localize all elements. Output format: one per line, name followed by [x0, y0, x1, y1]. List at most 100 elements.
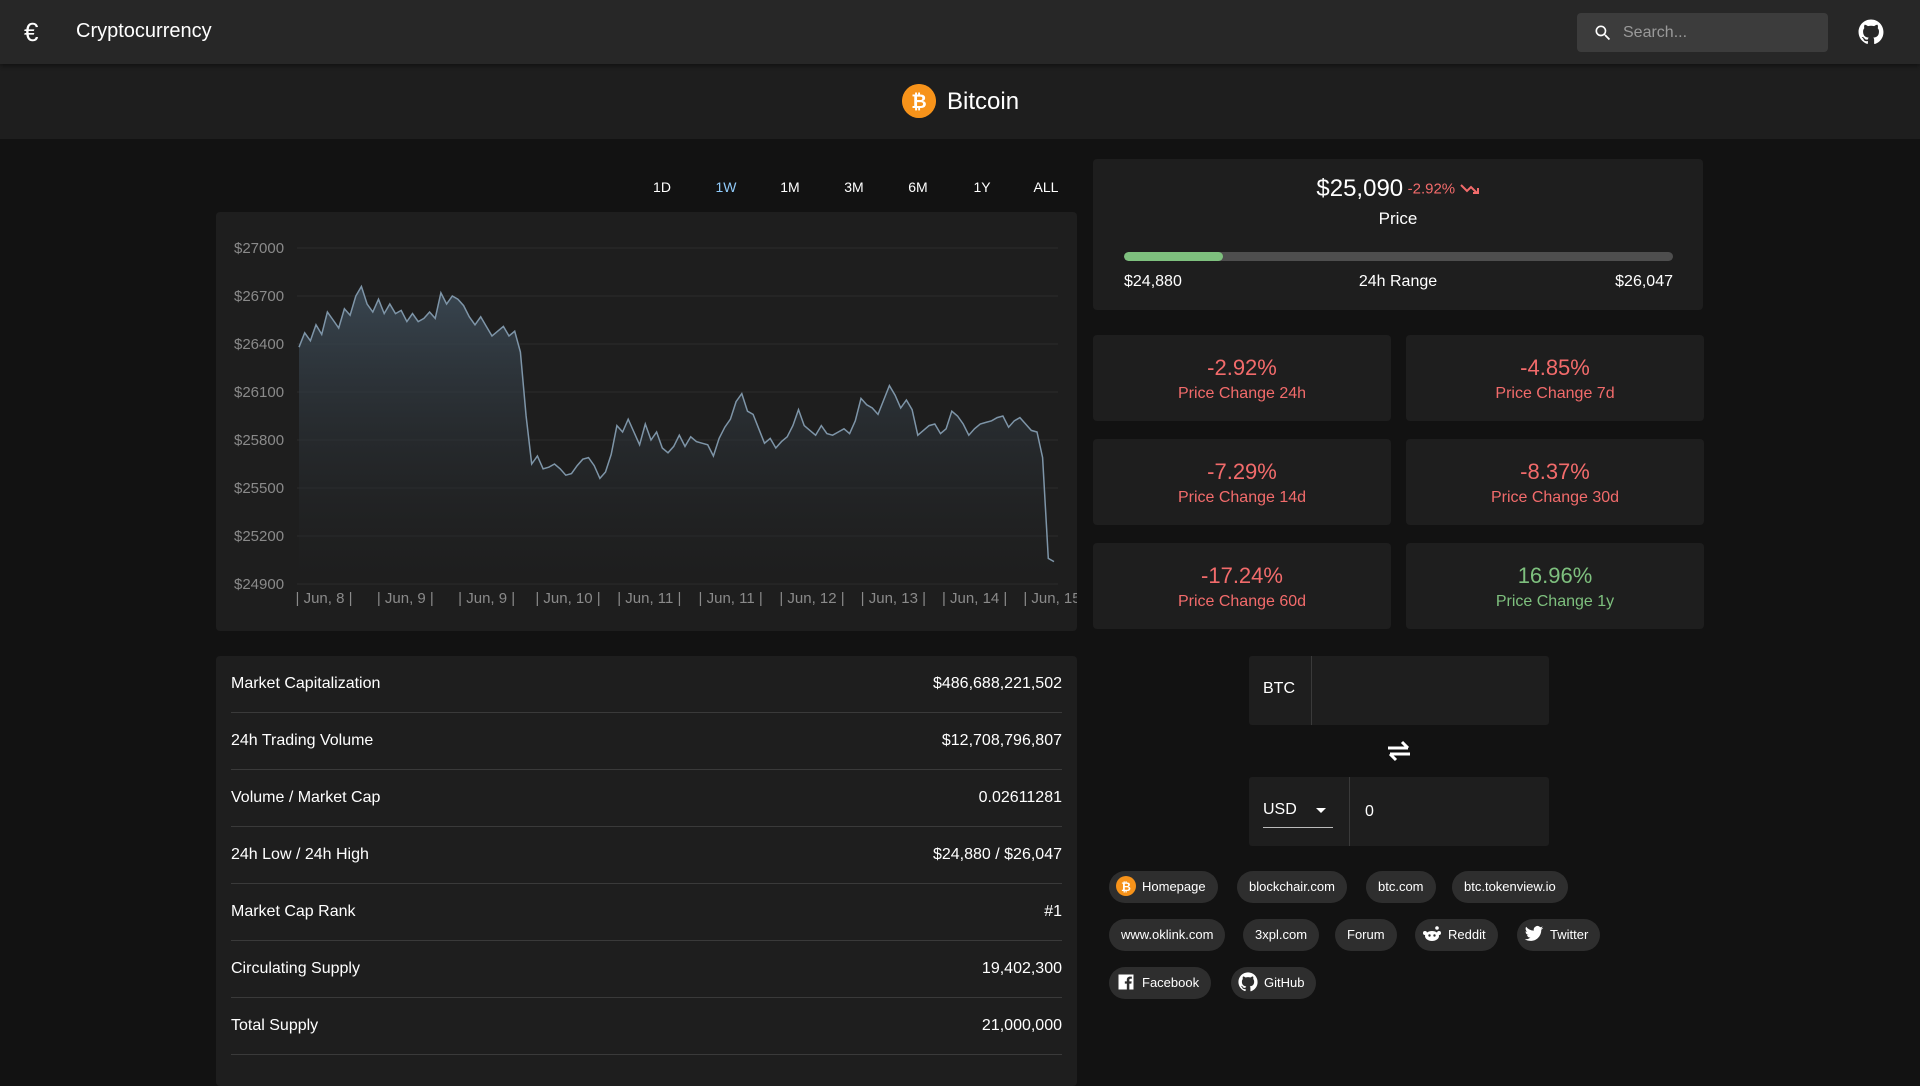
link-label: btc.com — [1378, 879, 1424, 894]
euro-icon[interactable]: € — [24, 17, 39, 47]
link-blockchair[interactable]: blockchair.com — [1237, 871, 1347, 903]
svg-text:₿: ₿ — [1121, 880, 1131, 894]
converter-to: USD — [1249, 777, 1549, 846]
change-label: Price Change 14d — [1177, 489, 1307, 506]
stat-label: Total Supply — [231, 1017, 319, 1034]
change-value: -7.29% — [1207, 459, 1277, 484]
x-tick-label: | Jun, 12 | — [779, 590, 844, 607]
stat-value: 0.02611281 — [978, 789, 1062, 806]
currency-select[interactable]: USD — [1249, 777, 1349, 846]
change-card-24h: -2.92% Price Change 24h — [1093, 335, 1391, 421]
y-tick-label: $27000 — [234, 240, 284, 257]
table-row: Total Supply 21,000,000 — [231, 998, 1062, 1055]
range-button-1y[interactable]: 1Y — [973, 179, 991, 195]
change-card-14d: -7.29% Price Change 14d — [1093, 439, 1391, 525]
stat-value: $24,880 / $26,047 — [932, 846, 1062, 863]
table-row: Market Cap Rank #1 — [231, 884, 1062, 941]
table-row: Market Capitalization $486,688,221,502 — [231, 656, 1062, 713]
link-forum[interactable]: Forum — [1335, 919, 1397, 951]
y-tick-label: $24900 — [234, 576, 284, 593]
table-row: 24h Trading Volume $12,708,796,807 — [231, 713, 1062, 770]
change-value: -2.92% — [1207, 355, 1277, 380]
divider — [1311, 656, 1312, 725]
range-button-1m[interactable]: 1M — [780, 179, 800, 195]
range-button-6m[interactable]: 6M — [908, 179, 928, 195]
trending-down-icon — [1459, 184, 1479, 194]
link-facebook[interactable]: Facebook — [1109, 967, 1212, 999]
y-tick-label: $26700 — [234, 288, 284, 305]
market-stats-table: Market Capitalization $486,688,221,502 24… — [216, 656, 1077, 1086]
link-label: Reddit — [1448, 927, 1486, 942]
link-label: blockchair.com — [1249, 879, 1335, 894]
reddit-icon — [1423, 926, 1441, 942]
price-change-24h: -2.92% — [1407, 180, 1456, 198]
y-tick-label: $26100 — [234, 384, 284, 401]
stat-label: Market Cap Rank — [231, 903, 356, 920]
stat-label: Circulating Supply — [231, 960, 360, 977]
change-label: Price Change 60d — [1177, 593, 1307, 610]
x-tick-label: | Jun, 9 | — [377, 590, 434, 607]
link-3xpl[interactable]: 3xpl.com — [1243, 919, 1320, 951]
link-label: Homepage — [1142, 879, 1206, 894]
search-input[interactable] — [1623, 13, 1818, 52]
change-card-30d: -8.37% Price Change 30d — [1406, 439, 1704, 525]
swap-icon[interactable] — [1384, 739, 1414, 763]
price-label: Price — [1378, 209, 1418, 228]
coin-name: Bitcoin — [947, 88, 1020, 115]
24h-high: $26,047 — [1615, 273, 1673, 290]
range-button-3m[interactable]: 3M — [844, 179, 864, 195]
bitcoin-icon: ₿ — [1116, 876, 1136, 897]
to-amount-input[interactable] — [1365, 777, 1535, 846]
change-label: Price Change 30d — [1490, 489, 1620, 506]
converter-from: BTC — [1249, 656, 1549, 725]
y-tick-label: $25200 — [234, 528, 284, 545]
search-box[interactable] — [1577, 13, 1828, 52]
change-value: -17.24% — [1201, 563, 1283, 588]
link-twitter[interactable]: Twitter — [1517, 919, 1601, 951]
link-github[interactable]: GitHub — [1231, 967, 1317, 999]
change-label: Price Change 24h — [1177, 385, 1307, 402]
24h-range-fill — [1124, 252, 1223, 261]
x-tick-label: | Jun, 14 | — [942, 590, 1007, 607]
price-chart[interactable]: $27000 $26700 $26400 $26100 $25800 $25500 $252… — [216, 212, 1077, 631]
price-chart-svg: $27000 $26700 $26400 $26100 $25800 $25500 $252… — [234, 240, 1077, 607]
link-label: Twitter — [1550, 927, 1589, 942]
search-icon — [1595, 25, 1611, 41]
change-card-1y: 16.96% Price Change 1y — [1406, 543, 1704, 629]
y-tick-label: $25500 — [234, 480, 284, 497]
bitcoin-icon: ₿ — [902, 84, 936, 118]
x-tick-label: | Jun, 9 | — [458, 590, 515, 607]
change-label: Price Change 1y — [1495, 593, 1615, 610]
x-tick-label: | Jun, 11 | — [617, 590, 681, 607]
y-tick-label: $26400 — [234, 336, 284, 353]
x-tick-label: | Jun, 15 | — [1023, 590, 1077, 607]
from-currency-label: BTC — [1263, 680, 1295, 697]
link-homepage[interactable]: ₿ Homepage — [1109, 871, 1218, 903]
time-range-selector: 1D 1W 1M 3M 6M 1Y ALL — [630, 172, 1078, 202]
link-oklink[interactable]: www.oklink.com — [1109, 919, 1226, 951]
change-label: Price Change 7d — [1495, 385, 1615, 402]
x-tick-label: | Jun, 8 | — [296, 590, 353, 607]
twitter-icon — [1524, 926, 1544, 941]
range-button-1w[interactable]: 1W — [715, 179, 737, 195]
stat-value: 21,000,000 — [981, 1017, 1062, 1034]
select-underline — [1263, 827, 1333, 828]
table-row: 24h Low / 24h High $24,880 / $26,047 — [231, 827, 1062, 884]
link-reddit[interactable]: Reddit — [1415, 919, 1498, 951]
stat-value: #1 — [1044, 903, 1062, 920]
link-btc-com[interactable]: btc.com — [1366, 871, 1436, 903]
link-tokenview[interactable]: btc.tokenview.io — [1452, 871, 1568, 903]
table-row: Circulating Supply 19,402,300 — [231, 941, 1062, 998]
price-area — [299, 286, 1054, 584]
24h-range-bar — [1124, 252, 1673, 261]
github-icon[interactable] — [1858, 19, 1884, 45]
stat-label: 24h Low / 24h High — [231, 846, 369, 863]
24h-low: $24,880 — [1124, 273, 1182, 290]
current-price: $25,090 — [1316, 175, 1404, 202]
x-tick-label: | Jun, 11 | — [699, 590, 763, 607]
chevron-down-icon — [1316, 808, 1326, 813]
from-amount-input[interactable] — [1327, 656, 1537, 725]
range-button-1d[interactable]: 1D — [653, 179, 671, 195]
range-button-all[interactable]: ALL — [1033, 179, 1059, 195]
app-title: Cryptocurrency — [76, 20, 212, 42]
